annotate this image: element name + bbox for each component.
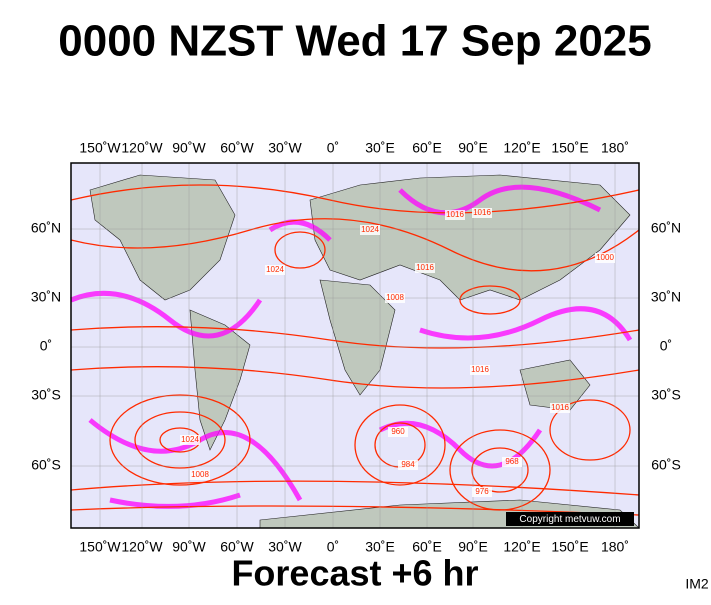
isobar-label: 984 [401, 460, 415, 469]
longitude-label: 120˚W [121, 140, 163, 156]
isobar-label-bg [472, 487, 492, 497]
longitude-label: 60˚E [412, 140, 442, 156]
latitude-label: 60˚N [31, 220, 61, 236]
isobar-label: 1016 [416, 263, 434, 272]
isobar-label: 968 [505, 457, 519, 466]
forecast-label: Forecast +6 hr [231, 553, 478, 594]
latitude-label: 30˚N [651, 289, 681, 305]
longitude-label: 60˚W [220, 539, 254, 555]
latitude-label: 60˚S [651, 457, 681, 473]
isobar-label-bg [190, 470, 210, 480]
isobar-label: 960 [391, 427, 405, 436]
isobar-label: 1008 [191, 470, 209, 479]
longitude-label: 30˚W [268, 539, 302, 555]
isobar-label-bg [502, 457, 522, 467]
latitude-label: 30˚S [31, 387, 61, 403]
isobar-label-bg [388, 427, 408, 437]
isobar-label-bg [550, 403, 570, 413]
isobar-label-bg [470, 365, 490, 375]
longitude-label: 0˚ [327, 539, 339, 555]
copyright: Copyright metvuw.com [519, 514, 620, 525]
isobar-label: 1008 [386, 293, 404, 302]
longitude-label: 90˚W [172, 140, 206, 156]
copyright-box [506, 512, 634, 526]
isobar-labels: 1016 1024 1016 1008 1016 1000 1024 1016 960 984 97… [180, 208, 615, 497]
latitude-label: 30˚N [31, 289, 61, 305]
longitude-label: 60˚W [220, 140, 254, 156]
latitude-label: 60˚S [31, 457, 61, 473]
latitude-label: 30˚S [651, 387, 681, 403]
isobar-label-bg [180, 435, 200, 445]
longitude-label: 150˚E [551, 539, 588, 555]
isobar-label: 1016 [551, 403, 569, 412]
isobar-label: 1016 [446, 210, 464, 219]
latitude-label: 60˚N [651, 220, 681, 236]
isobar-label: 976 [475, 487, 489, 496]
isobar-label: 1016 [473, 208, 491, 217]
longitude-label: 90˚E [458, 539, 488, 555]
latitude-label: 0˚ [660, 338, 672, 354]
isobar-label: 1024 [266, 265, 284, 274]
longitude-label: 60˚E [412, 539, 442, 555]
longitude-label: 150˚W [79, 539, 121, 555]
isobar-label-bg [472, 208, 492, 218]
longitude-label: 30˚E [365, 140, 395, 156]
isobar-label: 1024 [181, 435, 199, 444]
isobar-label-bg [360, 225, 380, 235]
isobar-label-bg [398, 460, 418, 470]
longitude-label: 150˚W [79, 140, 121, 156]
image-id: IM2 [685, 576, 709, 592]
longitude-label: 180˚ [601, 539, 629, 555]
latitude-label: 0˚ [40, 338, 52, 354]
longitude-label: 120˚E [503, 140, 540, 156]
longitude-label: 30˚E [365, 539, 395, 555]
isobar-label-bg [265, 265, 285, 275]
longitude-label: 120˚E [503, 539, 540, 555]
longitude-label: 180˚ [601, 140, 629, 156]
isobar-label: 1016 [471, 365, 489, 374]
graticule [71, 163, 639, 528]
isobar-label: 1000 [596, 253, 614, 262]
isobar-label-bg [595, 253, 615, 263]
isobar-label: 1024 [361, 225, 379, 234]
map-frame [70, 162, 640, 529]
isobar-label-bg [415, 263, 435, 273]
longitude-label: 150˚E [551, 140, 588, 156]
map: 1016 1024 1016 1008 1016 1000 1024 1016 960 984 97… [70, 162, 640, 529]
longitude-label: 90˚W [172, 539, 206, 555]
isobar-label-bg [445, 210, 465, 220]
longitude-label: 30˚W [268, 140, 302, 156]
longitude-label: 120˚W [121, 539, 163, 555]
longitude-label: 90˚E [458, 140, 488, 156]
title: 0000 NZST Wed 17 Sep 2025 [58, 17, 651, 66]
isobars [70, 184, 640, 516]
longitude-label: 0˚ [327, 140, 339, 156]
isobar-label-bg [385, 293, 405, 303]
